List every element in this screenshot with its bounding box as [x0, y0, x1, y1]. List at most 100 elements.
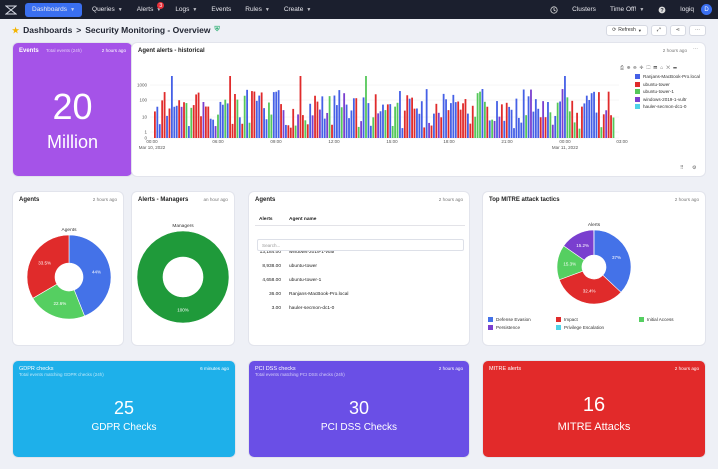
bar[interactable] [418, 113, 421, 138]
bar[interactable] [195, 94, 198, 138]
bar[interactable] [316, 101, 319, 138]
bar[interactable] [610, 115, 612, 138]
bar[interactable] [454, 102, 457, 138]
legend-item[interactable]: Defense Evasion [488, 317, 556, 322]
bar[interactable] [175, 105, 178, 138]
donut-slice[interactable] [68, 234, 112, 317]
nav-create-menu[interactable]: Create ▼ [277, 0, 318, 19]
bar[interactable] [389, 104, 392, 138]
bar[interactable] [292, 108, 295, 138]
compare-icon[interactable]: ☰ [673, 65, 680, 71]
nav-rules-menu[interactable]: Rules ▼ [238, 0, 277, 19]
bar[interactable] [503, 120, 506, 138]
table-row[interactable]: 36.00 Ranjans-MacBook-Pro.local [255, 287, 465, 301]
fullscreen-button[interactable]: ⤢ [650, 24, 667, 36]
table-row[interactable]: 4,658.00 ubuntu-tower-1 [255, 273, 465, 287]
bar[interactable] [277, 90, 280, 138]
bar[interactable] [568, 111, 571, 138]
bar[interactable] [394, 106, 397, 138]
bar[interactable] [445, 99, 447, 138]
table-row[interactable]: 3.00 hauler-secmon-dc1-0 [255, 301, 465, 315]
bar[interactable] [481, 89, 484, 138]
legend-item[interactable]: Privilege Escalation [556, 324, 639, 330]
bar[interactable] [581, 106, 583, 138]
table-row[interactable]: 8,938.00 ubuntu-tower [255, 259, 465, 273]
bar[interactable] [309, 103, 312, 138]
bar[interactable] [413, 108, 416, 138]
column-header-alerts[interactable]: Alerts [255, 214, 285, 226]
bar[interactable] [452, 94, 455, 138]
bar[interactable] [226, 103, 229, 138]
refresh-button[interactable]: ⟳ Refresh ▼ [606, 24, 648, 36]
bar[interactable] [539, 117, 542, 138]
bar[interactable] [403, 110, 406, 138]
bar[interactable] [588, 100, 591, 138]
bar[interactable] [323, 118, 326, 138]
bar[interactable] [350, 110, 353, 138]
bar[interactable] [500, 104, 503, 138]
bar[interactable] [369, 125, 372, 138]
time-off-menu[interactable]: Time Off! ▼ [603, 0, 651, 19]
bar[interactable] [187, 126, 190, 138]
bar[interactable] [411, 97, 413, 138]
bar[interactable] [442, 93, 445, 138]
bar[interactable] [180, 106, 183, 138]
bar[interactable] [447, 110, 450, 138]
bar[interactable] [401, 128, 404, 138]
bar[interactable] [306, 124, 309, 138]
bar[interactable] [163, 92, 166, 138]
bar[interactable] [532, 111, 535, 138]
bar[interactable] [576, 112, 578, 138]
bar[interactable] [190, 107, 193, 138]
bar[interactable] [498, 116, 501, 138]
bar[interactable] [253, 91, 256, 138]
legend-item[interactable]: Initial Access [639, 317, 699, 322]
bar[interactable] [479, 91, 481, 138]
more-icon[interactable]: ⋯ [693, 46, 698, 52]
bar[interactable] [382, 104, 384, 138]
bar[interactable] [513, 128, 515, 138]
bar[interactable] [435, 103, 438, 138]
bar[interactable] [556, 102, 559, 138]
bar[interactable] [260, 92, 263, 138]
bar[interactable] [522, 89, 525, 138]
column-header-agent-name[interactable]: Agent name [285, 214, 465, 226]
bar[interactable] [602, 114, 605, 138]
bar[interactable] [365, 76, 367, 138]
donut-slice[interactable] [558, 270, 622, 305]
bar[interactable] [428, 122, 430, 138]
grid-icon[interactable]: ⠿ [680, 165, 684, 171]
bar[interactable] [297, 114, 299, 138]
bar[interactable] [544, 117, 547, 138]
bar[interactable] [559, 101, 561, 138]
legend-item[interactable]: Ranjans-MacBook-Pro.local [635, 74, 700, 79]
bar[interactable] [486, 106, 489, 138]
bar[interactable] [294, 125, 297, 138]
bar[interactable] [360, 121, 363, 138]
legend-item[interactable]: Impact [556, 317, 639, 322]
share-button[interactable]: ⋖ [669, 24, 686, 36]
bar[interactable] [474, 116, 477, 138]
legend-item[interactable]: ubuntu-tower [635, 81, 700, 87]
bar[interactable] [612, 117, 615, 138]
bar[interactable] [209, 118, 212, 138]
bar[interactable] [217, 114, 219, 138]
bar[interactable] [272, 92, 275, 138]
bar[interactable] [204, 106, 207, 138]
bar[interactable] [396, 102, 399, 138]
bar[interactable] [154, 111, 156, 138]
bar[interactable] [416, 108, 418, 138]
bar[interactable] [192, 105, 195, 138]
bar[interactable] [525, 115, 528, 138]
bar[interactable] [433, 113, 435, 138]
bar[interactable] [173, 106, 176, 138]
bar[interactable] [299, 76, 302, 138]
bar[interactable] [236, 99, 239, 138]
bar[interactable] [224, 99, 227, 138]
bar[interactable] [542, 101, 545, 138]
bar[interactable] [219, 101, 222, 138]
bar[interactable] [564, 76, 566, 138]
bar[interactable] [471, 105, 474, 138]
bar[interactable] [352, 98, 355, 138]
mitre-donut-chart[interactable]: Alerts 37% 32.4% 15.3% 15.2% [483, 192, 705, 345]
